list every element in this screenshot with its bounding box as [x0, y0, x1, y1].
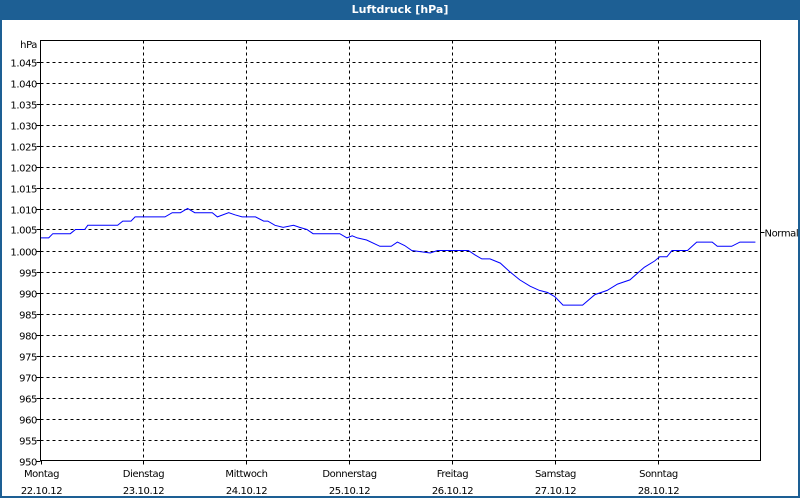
- normal-reference-label: Normal: [765, 229, 799, 240]
- pressure-series-line: [40, 207, 756, 306]
- x-tick-date: 23.10.12: [123, 486, 164, 497]
- y-tick-label: 995: [19, 269, 37, 280]
- x-tick-date: 24.10.12: [226, 486, 267, 497]
- y-tick-label: 970: [19, 374, 37, 385]
- y-tick-label: 1.000: [10, 248, 37, 259]
- x-tick-date: 26.10.12: [432, 486, 473, 497]
- y-tick-label: 1.010: [10, 206, 37, 217]
- y-tick-label: 1.005: [10, 226, 37, 237]
- chart-title: Luftdruck [hPa]: [0, 0, 800, 20]
- y-tick-label: 960: [19, 416, 37, 427]
- y-tick-label: 1.045: [10, 59, 37, 70]
- y-tick-label: 1.020: [10, 164, 37, 175]
- y-tick-label: 980: [19, 332, 37, 343]
- y-tick-label: 955: [19, 437, 37, 448]
- y-tick-label: 1.030: [10, 122, 37, 133]
- x-tick-date: 22.10.12: [21, 486, 62, 497]
- y-axis-label: hPa: [20, 40, 37, 51]
- y-tick-label: 975: [19, 353, 37, 364]
- plot-area-border: [40, 40, 761, 461]
- y-tick-label: 990: [19, 290, 37, 301]
- x-tick-day: Samstag: [535, 469, 576, 480]
- y-tick-label: 950: [19, 458, 37, 469]
- x-tick-date: 27.10.12: [535, 486, 576, 497]
- x-tick-date: 28.10.12: [638, 486, 679, 497]
- y-tick-label: 1.025: [10, 143, 37, 154]
- y-tick-label: 1.040: [10, 80, 37, 91]
- y-tick-label: 985: [19, 311, 37, 322]
- y-tick-label: 1.035: [10, 101, 37, 112]
- x-tick-day: Dienstag: [123, 469, 164, 480]
- y-tick-label: 1.015: [10, 185, 37, 196]
- x-tick-day: Sonntag: [639, 469, 678, 480]
- x-tick-day: Donnerstag: [322, 469, 376, 480]
- x-tick-date: 25.10.12: [329, 486, 370, 497]
- x-tick-day: Mittwoch: [225, 469, 267, 480]
- x-tick-day: Montag: [24, 469, 59, 480]
- x-tick-day: Freitag: [437, 469, 468, 480]
- y-tick-label: 965: [19, 395, 37, 406]
